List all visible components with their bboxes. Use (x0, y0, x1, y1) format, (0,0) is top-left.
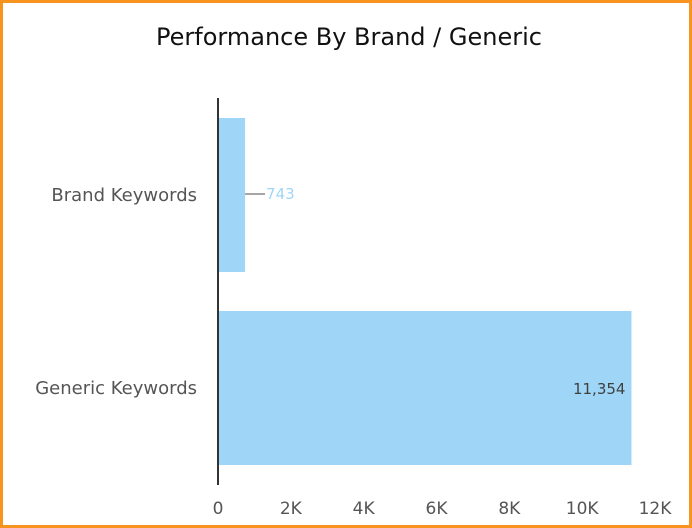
category-label: Brand Keywords (51, 185, 197, 206)
x-tick-label: 12K (639, 499, 673, 519)
x-tick-label: 10K (566, 499, 600, 519)
chart-title: Performance By Brand / Generic (156, 23, 542, 51)
bar-brand-keywords (218, 118, 246, 272)
x-tick-label: 4K (353, 499, 376, 519)
data-label: 11,354 (573, 380, 626, 398)
x-tick-label: 0 (213, 499, 224, 519)
data-label: 743 (266, 185, 295, 203)
x-tick-label: 2K (280, 499, 303, 519)
x-tick-label: 6K (426, 499, 449, 519)
x-tick-label: 8K (498, 499, 521, 519)
category-label: Generic Keywords (35, 378, 197, 399)
bar-generic-keywords (218, 311, 632, 465)
